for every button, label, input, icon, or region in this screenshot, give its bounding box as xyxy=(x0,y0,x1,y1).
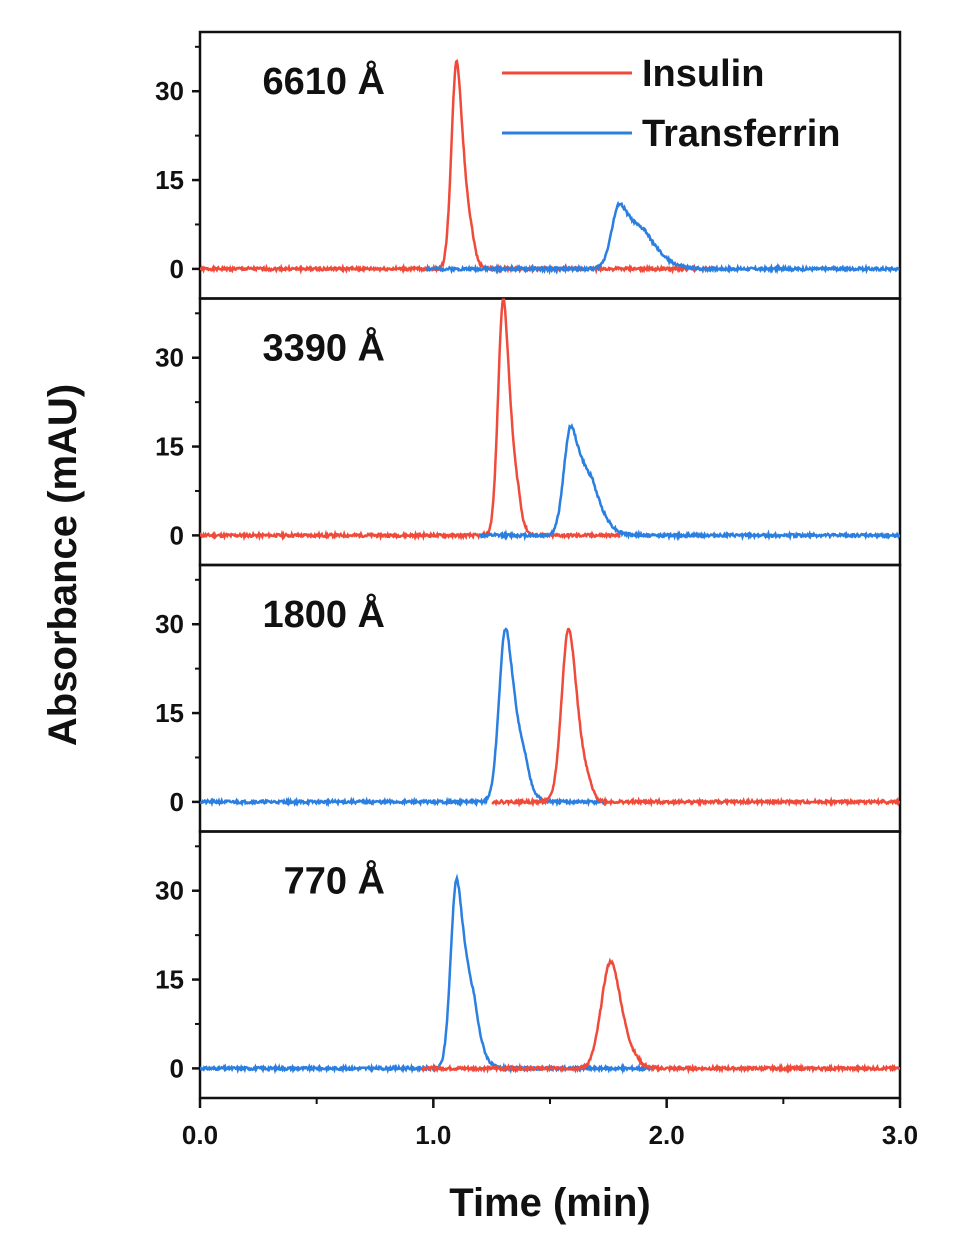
y-tick-label: 30 xyxy=(155,609,184,639)
series-transferrin-line xyxy=(479,423,900,542)
y-tick-label: 0 xyxy=(170,1053,184,1083)
legend-label-insulin: Insulin xyxy=(642,53,764,95)
panel-label: 6610 Å xyxy=(262,59,385,103)
y-tick-label: 15 xyxy=(155,165,184,195)
panel-3: 0 15 30 770 Å xyxy=(155,830,902,1100)
x-tick-label: 3.0 xyxy=(882,1120,918,1150)
x-tick-label: 1.0 xyxy=(415,1120,451,1150)
x-tick-label: 2.0 xyxy=(649,1120,685,1150)
y-axis-label: Absorbance (mAU) xyxy=(41,384,85,746)
y-tick-label: 30 xyxy=(155,76,184,106)
legend-label-transferrin: Transferrin xyxy=(642,113,841,155)
y-tick-label: 0 xyxy=(170,520,184,550)
series-transferrin-line xyxy=(200,873,652,1075)
panel-1: 0 15 30 3390 Å xyxy=(155,297,902,567)
y-tick-label: 15 xyxy=(155,432,184,462)
panel-label: 1800 Å xyxy=(262,592,385,636)
series-insulin-line xyxy=(421,957,900,1075)
series-transferrin-line xyxy=(200,627,609,808)
y-tick-label: 15 xyxy=(155,965,184,995)
x-tick-label: 0.0 xyxy=(182,1120,218,1150)
panel-label: 3390 Å xyxy=(262,326,385,370)
y-tick-label: 30 xyxy=(155,343,184,373)
y-tick-label: 15 xyxy=(155,698,184,728)
series-insulin-line xyxy=(200,58,714,275)
panel-2: 0 15 30 1800 Å xyxy=(155,563,902,833)
y-tick-label: 0 xyxy=(170,787,184,817)
panel-label: 770 Å xyxy=(284,859,385,903)
series-insulin-line xyxy=(491,627,900,808)
series-transferrin-line xyxy=(425,200,900,276)
y-tick-label: 30 xyxy=(155,876,184,906)
x-axis-label: Time (min) xyxy=(449,1181,651,1225)
y-tick-label: 0 xyxy=(170,254,184,284)
